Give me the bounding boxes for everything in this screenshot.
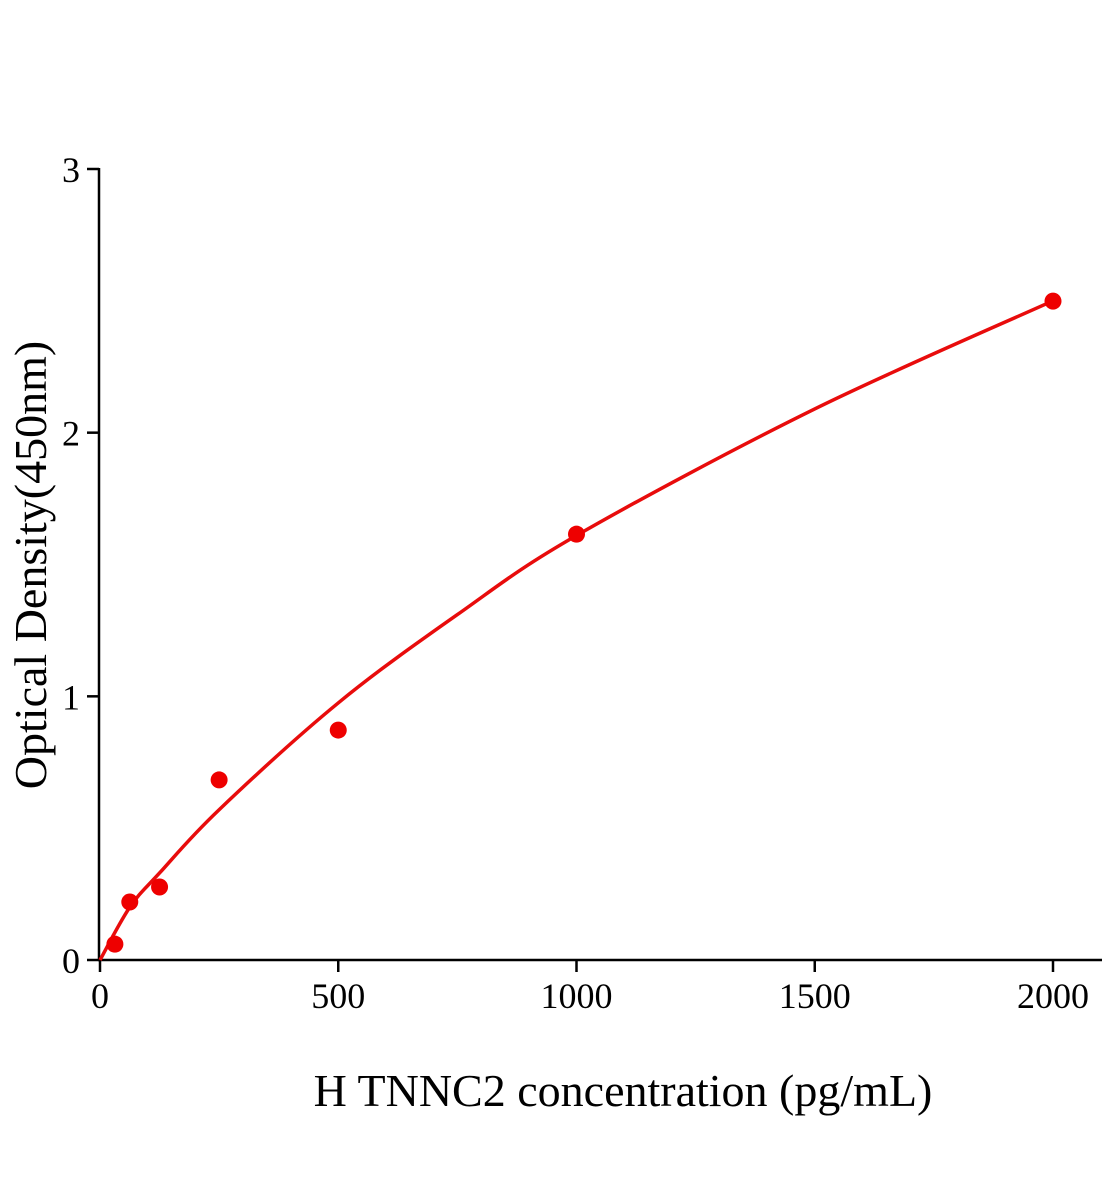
y-tick-label: 1: [62, 677, 80, 717]
data-point: [1044, 292, 1062, 310]
x-ticks: 0 500 1000 1500 2000: [91, 960, 1089, 1016]
x-axis-title: H TNNC2 concentration (pg/mL): [314, 1065, 933, 1116]
data-point: [329, 721, 347, 739]
data-point: [568, 525, 585, 543]
data-point: [210, 771, 228, 789]
x-tick-label: 2000: [1017, 976, 1089, 1016]
x-tick-label: 1500: [779, 976, 851, 1016]
x-tick-label: 1000: [541, 976, 613, 1016]
data-point: [106, 935, 124, 953]
y-axis-title: Optical Density(450nm): [5, 341, 56, 789]
x-tick-label: 0: [91, 976, 109, 1016]
fit-curve: [98, 299, 1054, 961]
y-ticks: 0 1 2 3: [62, 150, 99, 981]
y-tick-label: 0: [62, 941, 80, 981]
y-tick-label: 3: [62, 150, 80, 190]
y-tick-label: 2: [62, 414, 80, 454]
axes: [97, 168, 1102, 962]
data-point: [151, 878, 169, 896]
data-point: [121, 893, 139, 911]
x-tick-label: 500: [311, 976, 365, 1016]
data-points: [106, 292, 1062, 953]
